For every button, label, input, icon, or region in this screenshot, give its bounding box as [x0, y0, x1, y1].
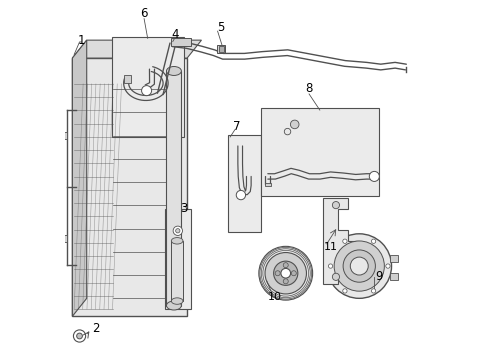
- Text: 8: 8: [305, 82, 312, 95]
- Bar: [61, 235, 67, 242]
- Bar: [264, 183, 270, 186]
- Text: 4: 4: [171, 28, 178, 41]
- Circle shape: [258, 246, 312, 300]
- Text: 3: 3: [180, 202, 187, 215]
- Bar: [389, 255, 397, 262]
- Polygon shape: [72, 40, 201, 58]
- Circle shape: [349, 257, 367, 275]
- Circle shape: [385, 264, 389, 268]
- Ellipse shape: [171, 238, 183, 244]
- Bar: [389, 273, 397, 280]
- Bar: [112, 37, 183, 137]
- Text: 5: 5: [217, 21, 224, 34]
- Circle shape: [333, 241, 384, 291]
- Polygon shape: [72, 40, 86, 316]
- Bar: [228, 135, 260, 232]
- Circle shape: [328, 264, 332, 268]
- Ellipse shape: [166, 67, 181, 76]
- Circle shape: [283, 263, 287, 268]
- Bar: [61, 132, 67, 139]
- Circle shape: [264, 252, 306, 294]
- Circle shape: [332, 273, 339, 280]
- Ellipse shape: [166, 301, 181, 310]
- Circle shape: [236, 190, 245, 200]
- Circle shape: [343, 250, 375, 282]
- Text: 6: 6: [140, 7, 148, 20]
- Circle shape: [290, 120, 298, 129]
- Circle shape: [283, 279, 287, 284]
- Bar: [171, 38, 190, 45]
- Circle shape: [175, 229, 180, 233]
- Bar: [171, 241, 183, 301]
- Circle shape: [326, 234, 391, 298]
- Text: 2: 2: [92, 323, 100, 336]
- Circle shape: [142, 86, 151, 96]
- Text: 7: 7: [233, 120, 240, 133]
- Bar: [217, 45, 225, 53]
- Text: 10: 10: [267, 292, 281, 302]
- Circle shape: [371, 289, 375, 293]
- Circle shape: [173, 226, 182, 235]
- Circle shape: [275, 271, 280, 276]
- Circle shape: [77, 333, 82, 339]
- Text: 11: 11: [323, 242, 337, 252]
- Circle shape: [368, 171, 379, 181]
- Bar: [123, 75, 130, 83]
- Circle shape: [342, 239, 346, 243]
- Bar: [164, 209, 190, 309]
- Circle shape: [73, 330, 85, 342]
- Ellipse shape: [171, 298, 183, 304]
- Circle shape: [273, 261, 297, 285]
- Circle shape: [332, 202, 339, 209]
- Polygon shape: [323, 198, 359, 284]
- Circle shape: [284, 129, 290, 135]
- Circle shape: [291, 271, 296, 276]
- Bar: [218, 46, 223, 51]
- Text: 1: 1: [78, 34, 85, 47]
- Circle shape: [371, 239, 375, 243]
- Circle shape: [342, 289, 346, 293]
- Text: 9: 9: [375, 270, 382, 283]
- Bar: [166, 71, 181, 306]
- Bar: [260, 108, 378, 196]
- Bar: [72, 58, 187, 316]
- Circle shape: [280, 269, 290, 278]
